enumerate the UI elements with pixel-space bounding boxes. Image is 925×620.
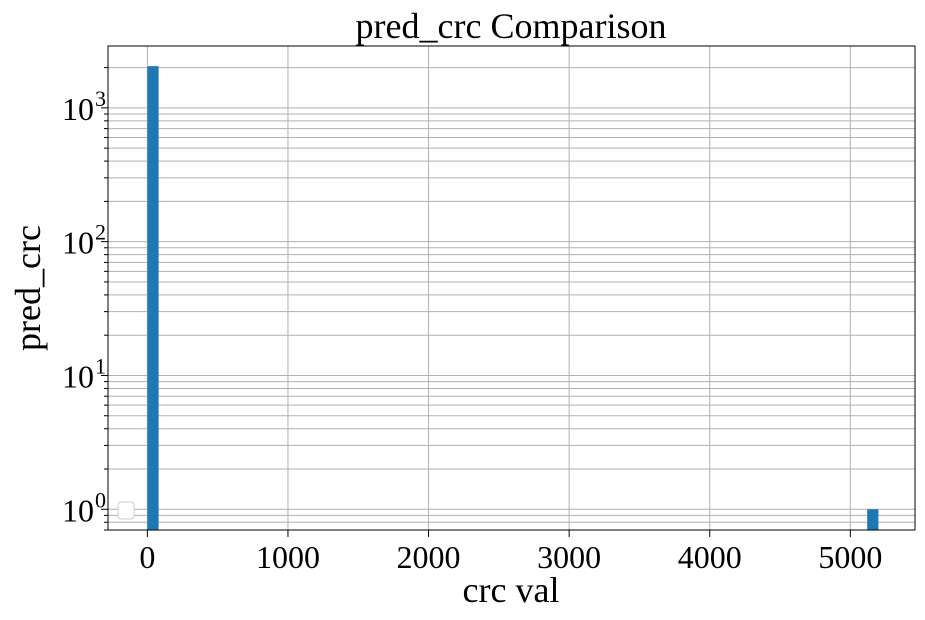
chart-title: pred_crc Comparison	[356, 6, 667, 46]
y-tick-label-base: 10	[62, 225, 94, 261]
x-tick-label: 0	[139, 539, 155, 575]
y-tick-label-exponent: 0	[95, 487, 106, 512]
y-tick-label-exponent: 2	[95, 220, 106, 245]
x-tick-label: 1000	[256, 539, 320, 575]
x-tick-label: 2000	[397, 539, 461, 575]
x-axis-label: crc val	[463, 570, 560, 610]
plot-frame	[107, 45, 916, 531]
histogram-bar	[147, 66, 159, 530]
legend	[117, 501, 135, 520]
y-tick-label-exponent: 3	[95, 86, 106, 111]
x-tick-label: 4000	[678, 539, 742, 575]
y-tick-label: 10 1	[62, 353, 106, 394]
bar-layer	[147, 66, 879, 530]
y-axis-label: pred_crc	[8, 225, 48, 351]
y-tick-label: 10 3	[62, 86, 106, 127]
legend-box	[117, 501, 135, 520]
y-tick-label: 10 0	[62, 487, 106, 528]
x-tick-label: 5000	[818, 539, 882, 575]
y-tick-label-exponent: 1	[95, 353, 106, 378]
y-tick-label-base: 10	[62, 91, 94, 127]
y-tick-label: 10 2	[62, 220, 106, 261]
y-tick-label-base: 10	[62, 358, 94, 394]
y-tick-label-base: 10	[62, 492, 94, 528]
grid-layer	[108, 46, 915, 531]
histogram-bar	[867, 509, 879, 530]
x-tick-label: 3000	[537, 539, 601, 575]
